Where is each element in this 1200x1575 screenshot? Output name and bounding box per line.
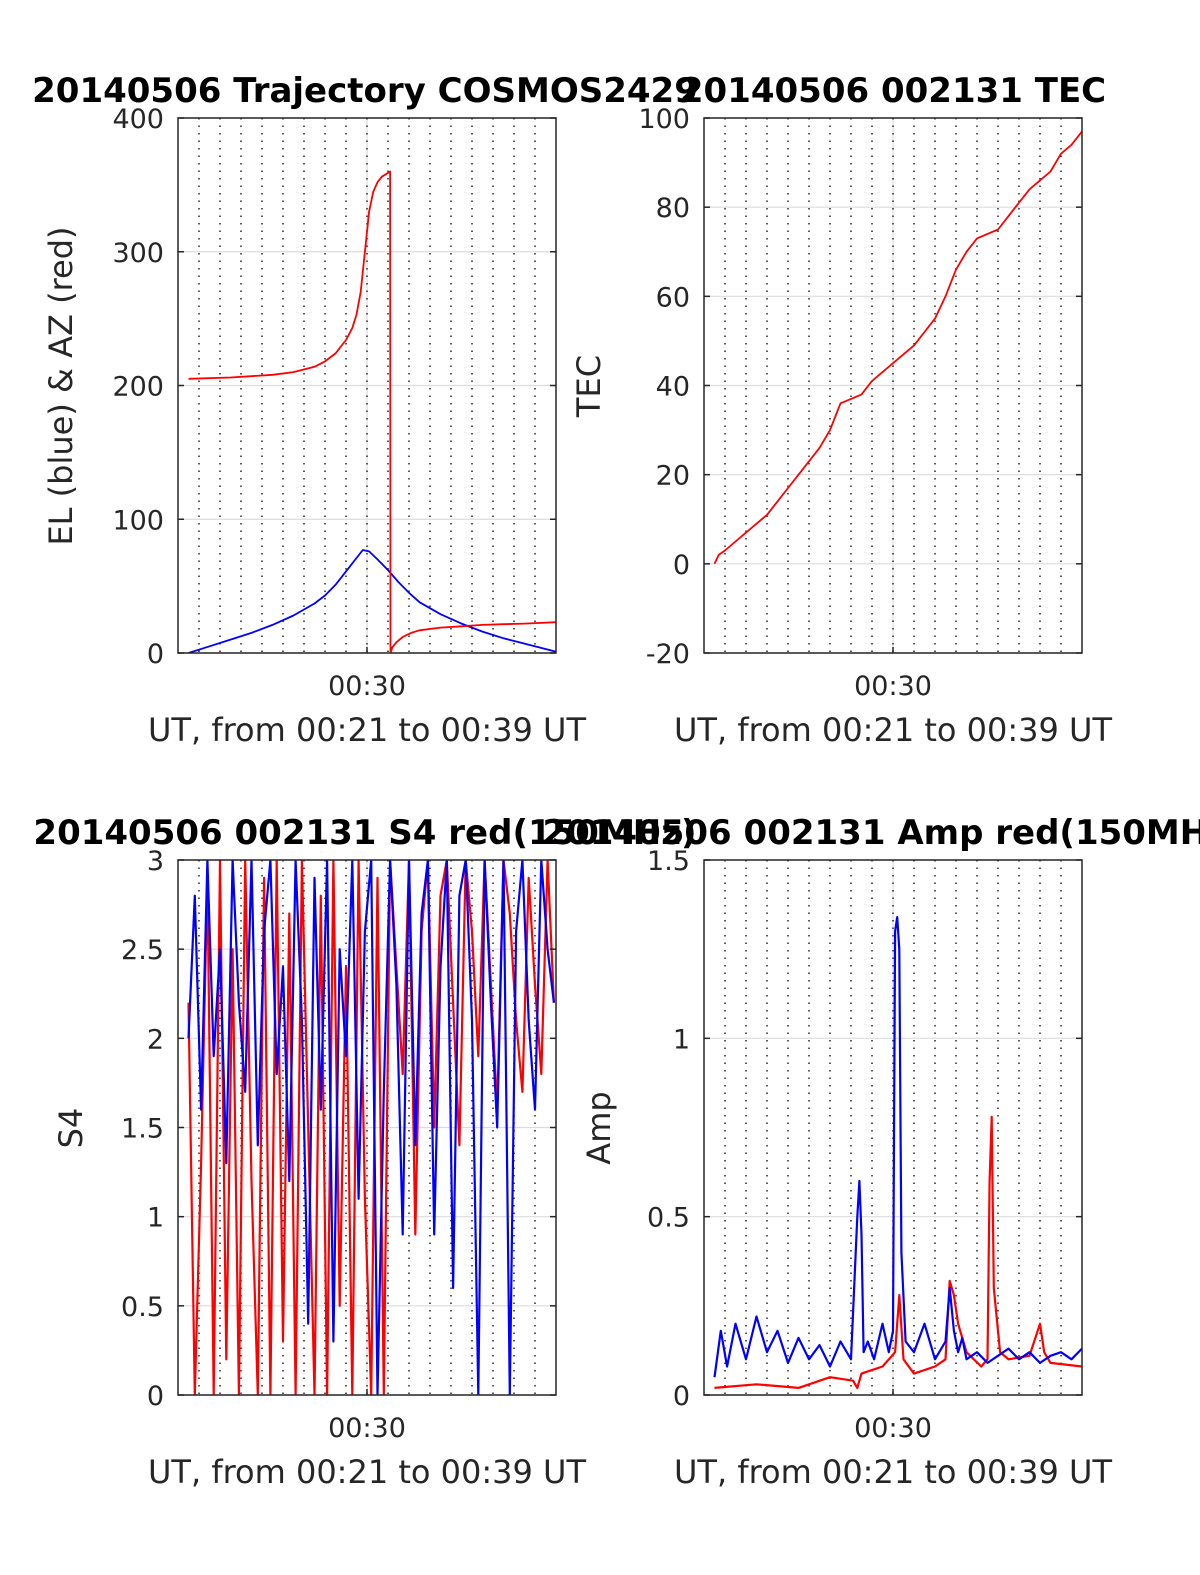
ytick-label: 0 (673, 1381, 690, 1412)
ytick-label: -20 (646, 639, 690, 670)
y-axis-label: S4 (52, 1108, 90, 1149)
ytick-label: 0 (673, 550, 690, 581)
panel-p2: -20 0 20 40 60 80 100 00:30 UT, from 00:21 to 00… (570, 71, 1112, 749)
ytick-label: 0 (147, 1381, 164, 1412)
x-axis-label: UT, from 00:21 to 00:39 UT (148, 1453, 586, 1491)
ytick-label: 80 (656, 193, 690, 224)
series-line-blue (713, 915, 1082, 1378)
panel-p3: 0 0.5 1 1.5 2 2.5 3 00:30 UT, from 00:21 to 00:3… (33, 813, 696, 1491)
panel-p4: 0 0.5 1 1.5 00:30 UT, from 00:21 to 00:39 UT A… (542, 813, 1200, 1491)
ytick-label: 40 (656, 372, 690, 403)
y-axis-label: Amp (580, 1091, 618, 1164)
ytick-label: 3 (147, 846, 164, 877)
chart-title: 20140506 002131 TEC (680, 71, 1106, 111)
ytick-label: 0.5 (121, 1292, 164, 1323)
chart-title: 20140506 Trajectory COSMOS2429 (32, 71, 698, 111)
ytick-label: 0.5 (647, 1203, 690, 1234)
series-line-el (188, 549, 556, 653)
ytick-label: 400 (112, 104, 164, 135)
xtick-label: 00:30 (854, 1413, 932, 1444)
xtick-label: 00:30 (328, 671, 406, 702)
xtick-label: 00:30 (328, 1413, 406, 1444)
series-line-red (714, 1115, 1082, 1390)
series-line-az (188, 170, 556, 653)
ytick-label: 1.5 (121, 1114, 164, 1145)
ytick-label: 200 (112, 372, 164, 403)
series-line-tec (713, 130, 1082, 565)
y-axis-label: EL (blue) & AZ (red) (42, 226, 80, 545)
xtick-label: 00:30 (854, 671, 932, 702)
ytick-label: 100 (638, 104, 690, 135)
ytick-label: 1 (147, 1203, 164, 1234)
ytick-label: 1 (673, 1024, 690, 1055)
ytick-label: 2.5 (121, 935, 164, 966)
ytick-label: 100 (112, 505, 164, 536)
x-axis-label: UT, from 00:21 to 00:39 UT (674, 1453, 1112, 1491)
series-line-blue (187, 860, 555, 1395)
ytick-label: 2 (147, 1024, 164, 1055)
ytick-label: 20 (656, 461, 690, 492)
chart-title: 20140506 002131 Amp red(150MHz) (542, 813, 1200, 853)
ytick-label: 1.5 (647, 846, 690, 877)
y-axis-label: TEC (570, 355, 608, 418)
x-axis-label: UT, from 00:21 to 00:39 UT (674, 711, 1112, 749)
ytick-label: 0 (147, 639, 164, 670)
x-axis-label: UT, from 00:21 to 00:39 UT (148, 711, 586, 749)
ytick-label: 300 (112, 238, 164, 269)
ytick-label: 60 (656, 282, 690, 313)
chart-title: 20140506 002131 S4 red(150MHz) (33, 813, 696, 853)
